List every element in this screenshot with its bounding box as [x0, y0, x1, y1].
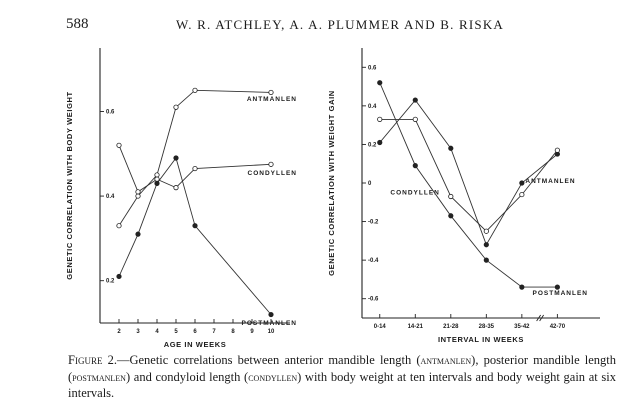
y-axis-title: GENETIC CORRELATION WITH WEIGHT GAIN [327, 90, 336, 276]
data-point-antmanlen [412, 97, 418, 103]
caption-term-postmanlen: postmanlen [72, 369, 126, 384]
y-tick-label: 0 [368, 181, 372, 187]
data-point-postmanlen [116, 273, 122, 280]
data-point-antmanlen [483, 242, 489, 248]
y-axis-title: GENETIC CORRELATION WITH BODY WEIGHT [65, 91, 74, 279]
series-line-antmanlen [379, 99, 558, 246]
data-point-antmanlen [173, 104, 179, 110]
series-line-postmanlen [379, 82, 558, 288]
data-point-antmanlen [377, 139, 383, 146]
data-point-postmanlen [448, 213, 454, 219]
caption-mid-2: ) and condyloid length ( [125, 369, 249, 384]
data-point-condyllen [554, 147, 560, 153]
series-label-postmanlen: POSTMANLEN [242, 320, 298, 327]
x-tick-label: 28-35 [479, 324, 495, 330]
data-point-postmanlen [519, 284, 525, 290]
series-label-antmanlen: ANTMANLEN [525, 178, 575, 185]
x-tick-label: 8 [231, 329, 235, 335]
caption-mid-1: ), posterior mandible length ( [68, 353, 616, 384]
data-point-postmanlen [412, 163, 418, 169]
y-tick-label: 0.2 [106, 279, 115, 285]
series-line-condyllen [379, 118, 558, 232]
data-point-postmanlen [483, 257, 489, 263]
x-tick-label: 2 [117, 329, 121, 335]
data-point-condyllen [135, 189, 141, 195]
series-label-antmanlen: ANTMANLEN [247, 96, 297, 103]
x-tick-label: 42-70 [550, 324, 566, 330]
data-point-postmanlen [554, 284, 560, 290]
caption-outro: ) with body weight at ten intervals and … [68, 369, 616, 401]
chart-1: 0.2 0.4 0.6 2 3 4 5 6 7 8 9 10 AGE IN WEEKS GENETIC C… [65, 48, 298, 349]
y-tick-label: -0.6 [368, 297, 379, 303]
x-tick-label: 35-42 [514, 324, 530, 330]
data-point-condyllen [412, 116, 418, 122]
x-tick-label: 6 [193, 329, 197, 335]
running-head: W. R. ATCHLEY, A. A. PLUMMER AND B. RISK… [175, 17, 505, 32]
data-point-postmanlen [377, 80, 383, 86]
data-point-condyllen [519, 191, 525, 198]
data-point-antmanlen [135, 193, 141, 199]
figure-caption: Figure 2.—Genetic correlations between a… [68, 352, 616, 402]
data-point-condyllen [377, 116, 383, 122]
y-tick-label: -0.2 [368, 220, 379, 226]
figure-2: 0.2 0.4 0.6 2 3 4 5 6 7 8 9 10 AGE IN WEEKS GENETIC C… [65, 48, 600, 349]
series-line-postmanlen [118, 156, 272, 315]
caption-term-antmanlen: antmanlen [420, 353, 472, 367]
x-axis-title: INTERVAL IN WEEKS [438, 335, 524, 344]
series-line-condyllen [118, 145, 272, 193]
data-point-condyllen [192, 165, 198, 172]
chart-2: 0.6 0.4 0.2 0 -0.2 -0.4 -0.6 0-14 14-21 21-28 28-3… [327, 48, 600, 344]
y-tick-label: 0.4 [368, 104, 377, 110]
y-tick-label: 0.2 [368, 142, 377, 148]
x-tick-label: 3 [136, 329, 140, 335]
data-point-condyllen [173, 185, 179, 191]
x-tick-label: 5 [174, 329, 178, 335]
series-label-postmanlen: POSTMANLEN [533, 290, 589, 297]
data-point-condyllen [483, 228, 489, 234]
data-point-condyllen [116, 142, 122, 148]
data-point-postmanlen [154, 180, 160, 186]
data-point-antmanlen [448, 145, 454, 151]
data-point-postmanlen [268, 311, 274, 318]
series-label-condyllen: CONDYLLEN [248, 170, 297, 177]
y-tick-label: 0.6 [368, 65, 377, 71]
axis-break-mark [539, 314, 544, 322]
data-point-antmanlen [268, 89, 274, 96]
y-tick-label: 0.6 [106, 109, 115, 115]
data-point-postmanlen [192, 223, 198, 229]
data-point-antmanlen [192, 87, 198, 93]
y-tick-label: -0.4 [368, 258, 379, 264]
x-axis-title: AGE IN WEEKS [164, 340, 227, 349]
x-tick-label: 9 [250, 329, 254, 335]
caption-term-condyllen: condyllen [248, 369, 298, 384]
x-tick-label: 0-14 [374, 324, 387, 330]
caption-label: Figure 2. [68, 353, 117, 367]
data-point-antmanlen [519, 180, 525, 186]
data-point-postmanlen [135, 231, 141, 237]
data-point-condyllen [448, 193, 454, 200]
axis-break-mark [536, 314, 541, 322]
x-tick-label: 10 [268, 329, 275, 335]
x-tick-label: 14-21 [408, 324, 424, 330]
data-point-condyllen [268, 161, 274, 167]
y-tick-label: 0.4 [106, 194, 115, 200]
caption-intro: —Genetic correlations between anterior m… [116, 353, 421, 367]
page-number: 588 [66, 16, 89, 32]
data-point-antmanlen [116, 223, 122, 229]
data-point-antmanlen [154, 172, 160, 178]
data-point-postmanlen [173, 155, 179, 161]
x-tick-label: 4 [155, 329, 159, 335]
series-line-antmanlen [118, 89, 272, 226]
x-tick-label: 7 [212, 329, 216, 335]
x-tick-label: 21-28 [443, 324, 459, 330]
series-label-condyllen: CONDYLLEN [390, 190, 439, 197]
